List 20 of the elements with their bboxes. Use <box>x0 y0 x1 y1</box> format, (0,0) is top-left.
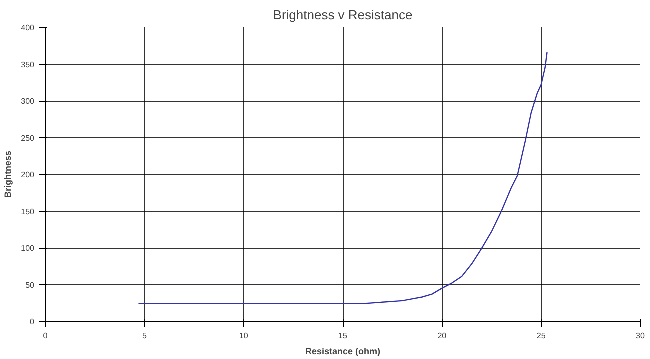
x-tick-label: 0 <box>43 332 48 340</box>
y-tick-label: 150 <box>21 207 36 216</box>
y-tick-label: 300 <box>21 97 36 106</box>
x-axis-title: Resistance (ohm) <box>305 346 381 356</box>
x-tick-label: 25 <box>536 332 546 340</box>
y-tick-label: 100 <box>21 244 36 253</box>
y-axis-title: Brightness <box>3 150 14 198</box>
y-tick-label: 0 <box>30 318 36 326</box>
x-tick-label: 30 <box>636 332 646 340</box>
y-tick-label: 50 <box>26 280 36 290</box>
y-tick-label: 400 <box>21 24 36 32</box>
y-tick-label: 250 <box>21 134 36 143</box>
x-tick-label: 15 <box>338 332 348 340</box>
x-tick-label: 10 <box>239 332 249 340</box>
chart-title: Brightness v Resistance <box>273 8 413 22</box>
x-tick-label: 20 <box>438 332 448 340</box>
y-tick-label: 200 <box>21 170 36 180</box>
x-tick-label: 5 <box>142 332 148 340</box>
line-series <box>138 52 548 304</box>
y-tick-label: 350 <box>21 60 36 70</box>
